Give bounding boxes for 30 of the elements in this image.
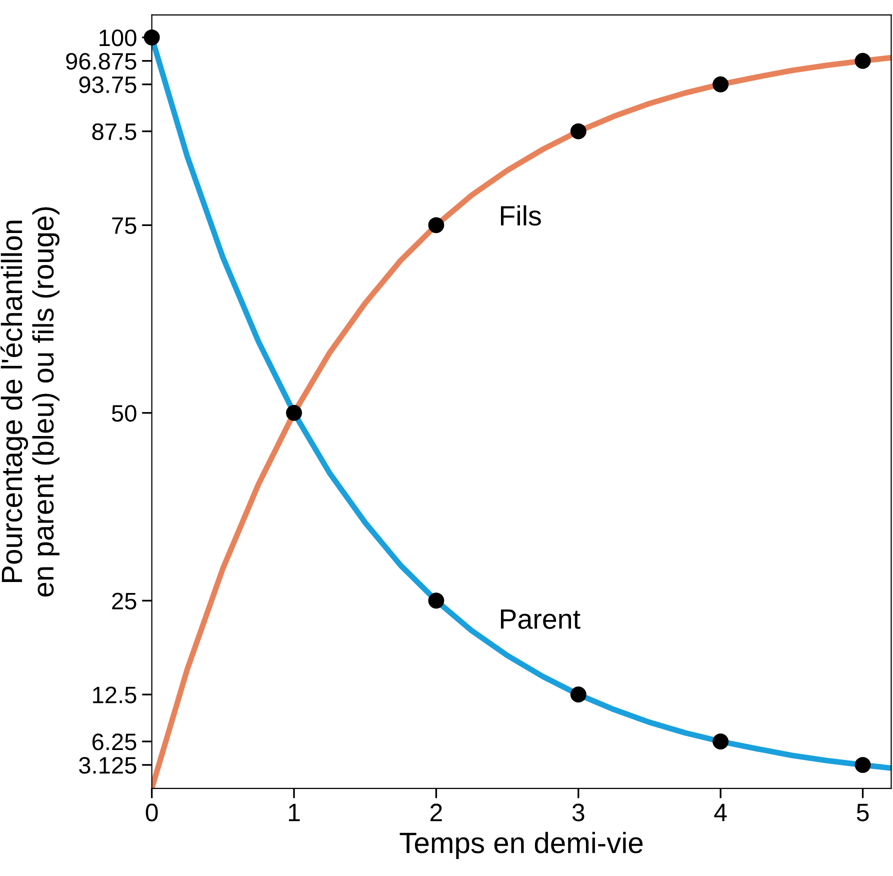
- point: [144, 29, 160, 46]
- y-tick-label: 87.5: [92, 123, 136, 140]
- point: [570, 123, 586, 140]
- point: [428, 217, 444, 234]
- x-tick-label: 4: [714, 804, 727, 822]
- y-tick-label: 25: [112, 592, 136, 610]
- y-tick-label: 93.75: [79, 76, 136, 94]
- x-tick-label: 3: [572, 804, 584, 822]
- y-tick-label: 100: [100, 29, 136, 46]
- x-axis-title: Temps en demi-vie: [400, 832, 643, 860]
- point: [712, 76, 729, 92]
- point: [428, 592, 444, 609]
- point: [854, 52, 871, 69]
- y-tick-label: 50: [112, 404, 136, 422]
- x-tick-label: 2: [430, 804, 442, 822]
- y-tick-label: 96.875: [66, 52, 136, 70]
- series-label: Parent: [500, 610, 580, 629]
- point: [854, 756, 871, 773]
- x-tick-label: 5: [856, 804, 869, 822]
- point: [712, 733, 729, 750]
- point: [286, 404, 302, 421]
- series-label: Fils: [500, 205, 541, 226]
- y-axis-title: Pourcentage de l'échantillon en parent (bleu) ou fils (rouge): [0, 207, 60, 597]
- point: [570, 686, 586, 703]
- y-tick-label: 6.25: [92, 734, 136, 750]
- y-tick-label: 3.125: [79, 757, 136, 774]
- y-tick-label: 12.5: [93, 686, 136, 704]
- x-tick-label: 1: [288, 804, 300, 822]
- x-tick-label: 0: [146, 804, 158, 822]
- y-tick-label: 75: [112, 217, 136, 234]
